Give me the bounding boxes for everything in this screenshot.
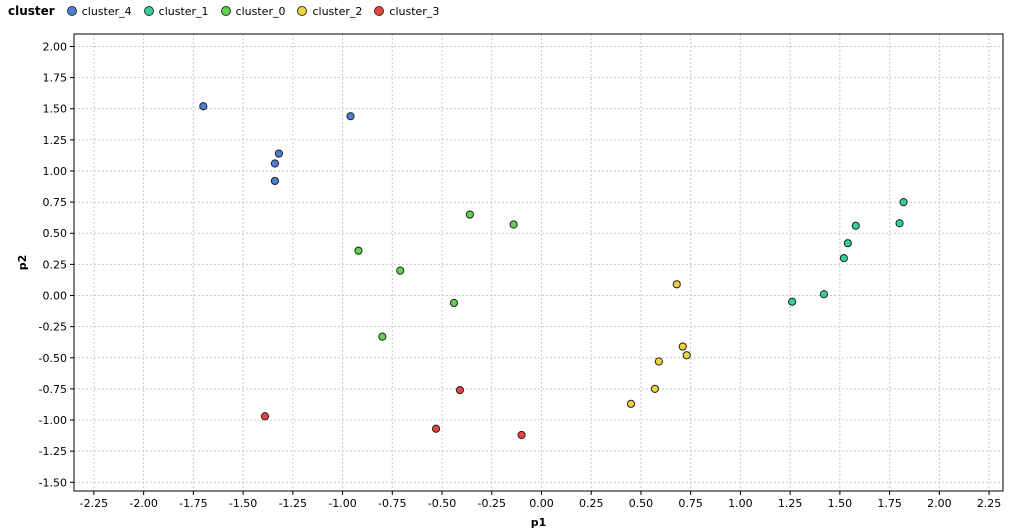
legend-item-cluster-1[interactable]: cluster_1: [143, 4, 209, 18]
data-point-cluster-1[interactable]: [899, 198, 908, 207]
x-tick-label: 0.75: [678, 497, 703, 510]
legend-label: cluster_2: [312, 4, 363, 18]
x-tick-label: 0.25: [579, 497, 604, 510]
legend-swatch: [297, 6, 308, 16]
y-tick-label: 1.75: [43, 72, 68, 85]
legend-item-cluster-0[interactable]: cluster_0: [220, 4, 286, 18]
y-tick-label: -0.50: [39, 352, 67, 365]
data-point-cluster-2[interactable]: [678, 342, 687, 351]
x-tick-label: 0.50: [629, 497, 654, 510]
x-axis-title: p1: [531, 516, 547, 529]
legend-swatch: [143, 6, 154, 16]
data-point-cluster-1[interactable]: [843, 239, 852, 248]
x-tick-label: 2.00: [927, 497, 952, 510]
legend-item-cluster-2[interactable]: cluster_2: [297, 5, 362, 18]
y-tick-label: 2.00: [43, 40, 68, 53]
data-point-cluster-3[interactable]: [260, 412, 270, 421]
y-tick-label: -1.00: [39, 414, 67, 427]
data-point-cluster-4[interactable]: [199, 102, 208, 111]
y-tick-label: -1.50: [39, 476, 67, 489]
data-point-cluster-0[interactable]: [465, 210, 474, 219]
data-point-cluster-0[interactable]: [449, 298, 459, 308]
plot-area: [73, 33, 1004, 492]
data-point-cluster-2[interactable]: [626, 399, 636, 408]
x-tick-label: -0.50: [428, 497, 456, 510]
legend-swatch: [66, 6, 77, 16]
x-tick-label: 0.00: [529, 497, 554, 510]
data-point-cluster-0[interactable]: [509, 220, 518, 229]
data-point-cluster-1[interactable]: [839, 254, 848, 263]
data-point-cluster-3[interactable]: [431, 424, 441, 433]
data-point-cluster-4[interactable]: [270, 176, 280, 186]
data-point-cluster-3[interactable]: [455, 386, 465, 395]
y-tick-label: 1.00: [43, 165, 68, 178]
x-tick-label: 1.00: [728, 497, 753, 510]
legend-label: cluster_1: [158, 4, 209, 18]
y-tick-label: 1.50: [43, 103, 68, 116]
data-points: [199, 102, 908, 440]
y-tick-label: -0.25: [39, 321, 67, 334]
data-point-cluster-1[interactable]: [788, 297, 797, 306]
legend-label: cluster_4: [81, 4, 132, 18]
data-point-cluster-4[interactable]: [346, 112, 355, 121]
y-tick-label: -0.75: [39, 383, 67, 396]
legend-label: cluster_0: [235, 4, 286, 18]
data-point-cluster-1[interactable]: [851, 221, 860, 230]
x-tick-label: -0.25: [478, 497, 506, 510]
legend: cluster cluster_4 cluster_1 cluster_0 cl…: [8, 2, 451, 20]
y-tick-label: 0.00: [43, 289, 68, 302]
x-tick-label: -1.25: [279, 497, 307, 510]
y-tick-label: 1.25: [43, 134, 68, 147]
data-point-cluster-2[interactable]: [672, 280, 681, 289]
gridlines: [74, 34, 1003, 491]
legend-label: cluster_3: [389, 4, 440, 18]
data-point-cluster-4[interactable]: [270, 159, 280, 168]
x-tick-label: 1.50: [828, 497, 853, 510]
x-tick-label: -1.00: [328, 497, 356, 510]
data-point-cluster-0[interactable]: [354, 246, 363, 255]
y-tick-label: 0.25: [43, 258, 68, 271]
y-tick-label: 0.50: [43, 227, 68, 240]
y-tick-label: 0.75: [43, 196, 68, 209]
x-tick-label: -2.25: [80, 497, 108, 510]
data-point-cluster-2[interactable]: [654, 357, 663, 366]
legend-swatch: [374, 6, 385, 16]
x-tick-label: -0.75: [378, 497, 406, 510]
data-point-cluster-4[interactable]: [274, 149, 283, 158]
x-tick-label: 1.25: [778, 497, 803, 510]
x-tick-label: 2.25: [977, 497, 1002, 510]
x-tick-label: -1.75: [179, 497, 207, 510]
data-point-cluster-3[interactable]: [517, 430, 526, 440]
x-tick-label: 1.75: [877, 497, 902, 510]
data-point-cluster-2[interactable]: [650, 384, 659, 393]
data-point-cluster-0[interactable]: [378, 332, 387, 341]
data-point-cluster-1[interactable]: [819, 290, 829, 299]
y-axis-title: p2: [16, 255, 29, 271]
legend-swatch: [220, 6, 231, 16]
data-point-cluster-2[interactable]: [682, 351, 691, 360]
legend-title: cluster: [8, 4, 55, 18]
y-tick-label: -1.25: [39, 445, 67, 458]
axis-ticks: -2.25 -2.00 -1.75 -1.50 -1.25 -1.00 -0.75 -0.50…: [39, 40, 1002, 510]
legend-item-cluster-4[interactable]: cluster_4: [66, 4, 132, 18]
legend-item-cluster-3[interactable]: cluster_3: [374, 5, 439, 18]
data-point-cluster-1[interactable]: [895, 219, 904, 228]
data-point-cluster-0[interactable]: [396, 266, 405, 275]
x-tick-label: -1.50: [229, 497, 257, 510]
x-tick-label: -2.00: [129, 497, 157, 510]
